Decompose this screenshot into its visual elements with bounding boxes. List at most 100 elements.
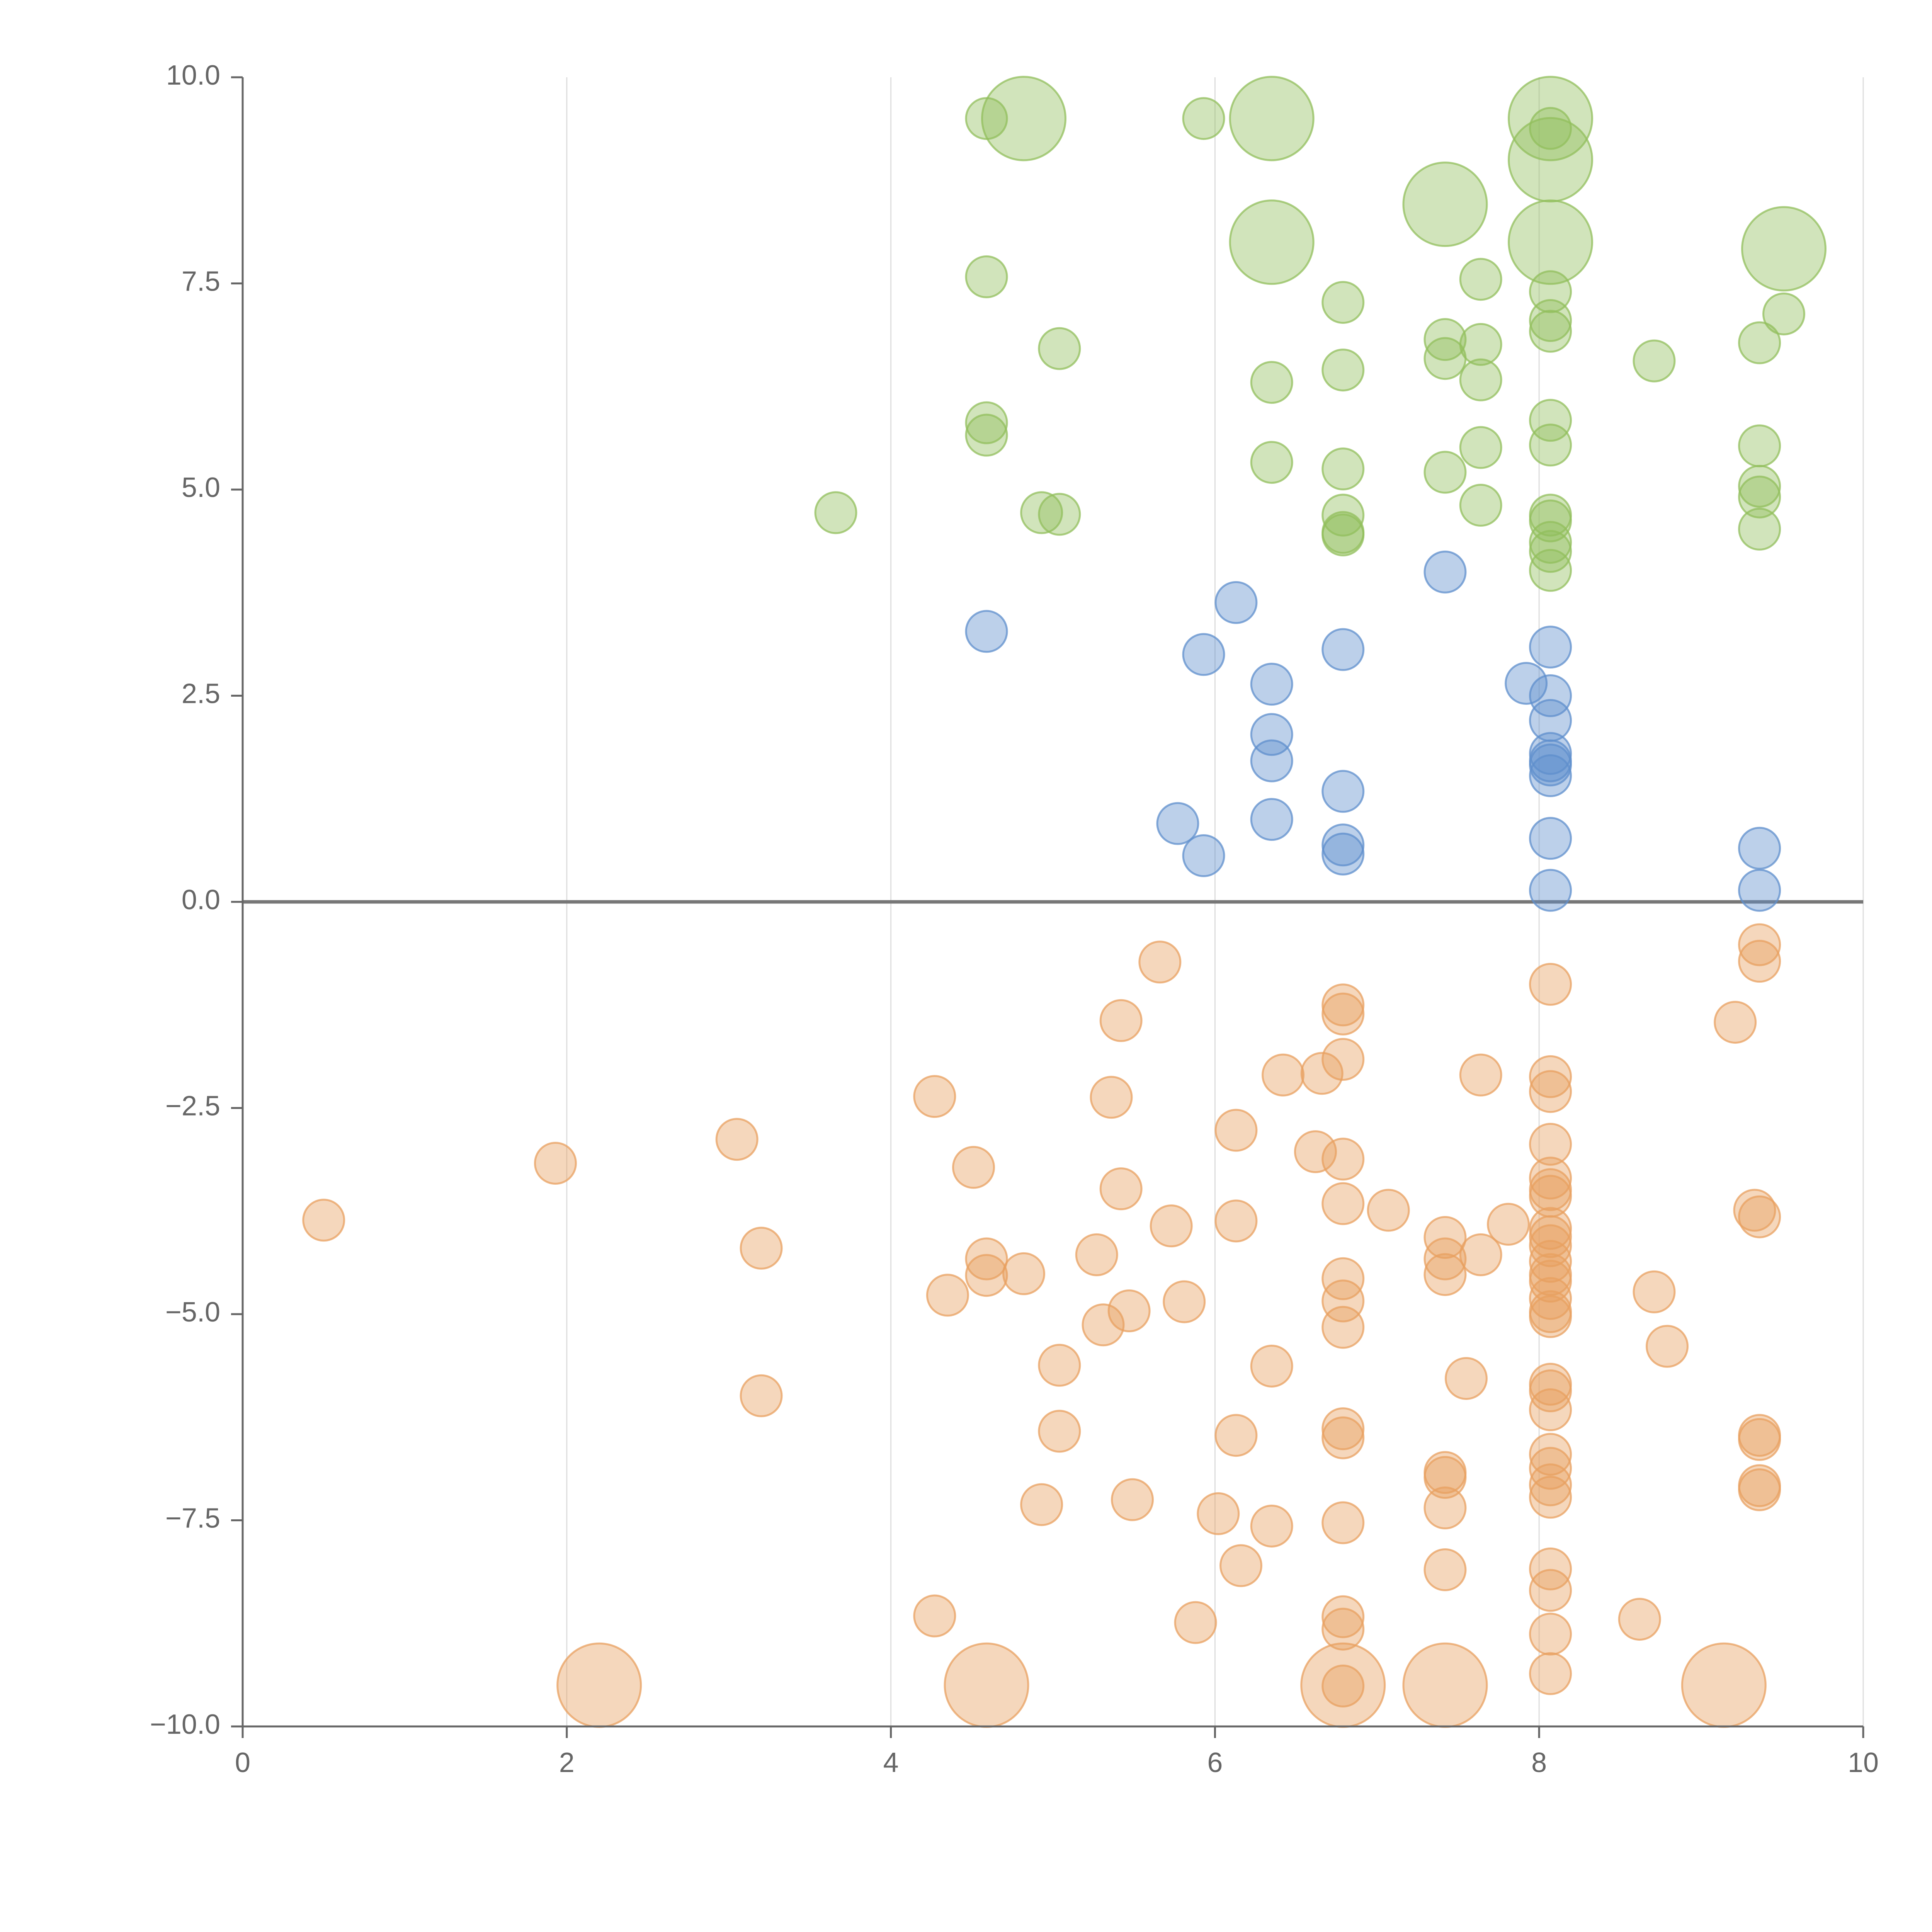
data-point-green: [1738, 464, 1781, 508]
data-point-blue: [1321, 832, 1365, 876]
data-point-orange: [1714, 1001, 1757, 1044]
data-point-orange: [1219, 1544, 1263, 1587]
data-point-orange: [1444, 1357, 1488, 1400]
data-point-blue: [1321, 770, 1365, 813]
data-point-orange: [302, 1199, 345, 1242]
data-point-orange: [1529, 963, 1572, 1006]
data-point-orange: [1090, 1076, 1133, 1119]
data-point-orange: [1294, 1130, 1337, 1173]
data-point-orange: [1529, 1433, 1572, 1476]
data-point-blue: [965, 610, 1008, 653]
data-point-blue: [1250, 713, 1293, 756]
data-point-blue: [1529, 743, 1572, 787]
data-point-green: [1529, 107, 1572, 150]
data-point-orange: [1738, 1418, 1781, 1461]
data-point-orange: [1529, 1295, 1572, 1338]
data-point-orange: [913, 1594, 956, 1638]
data-point-orange: [715, 1118, 759, 1161]
data-point-orange: [1163, 1280, 1206, 1323]
data-point-orange: [1250, 1344, 1293, 1388]
data-point-orange: [1321, 983, 1365, 1027]
data-point-orange: [1321, 1138, 1365, 1181]
large-point-green: [1508, 199, 1594, 285]
data-point-blue: [1738, 869, 1781, 912]
data-point-green: [1529, 530, 1572, 573]
large-point-green: [1229, 199, 1315, 285]
data-point-green: [1738, 475, 1781, 519]
data-point-orange: [740, 1226, 783, 1270]
data-point-green: [1321, 281, 1365, 324]
data-point-orange: [1002, 1252, 1046, 1295]
data-point-blue: [1738, 827, 1781, 870]
data-point-orange: [1214, 1414, 1258, 1457]
data-point-orange: [1197, 1492, 1240, 1535]
large-point-orange: [1402, 1642, 1488, 1728]
data-point-green: [1182, 97, 1225, 140]
data-point-orange: [926, 1274, 969, 1317]
data-point-orange: [1423, 1237, 1467, 1281]
data-point-orange: [1529, 1652, 1572, 1695]
data-point-blue: [1423, 550, 1467, 594]
data-point-orange: [1075, 1233, 1118, 1276]
data-point-orange: [1618, 1598, 1661, 1641]
data-point-orange: [1423, 1253, 1467, 1296]
data-point-orange: [1529, 1369, 1572, 1412]
data-point-orange: [1321, 1306, 1365, 1349]
y-tick-label: 10.0: [166, 60, 220, 91]
data-point-orange: [1423, 1548, 1467, 1592]
data-point-blue: [1182, 834, 1225, 877]
data-point-orange: [1038, 1344, 1081, 1387]
data-point-green: [814, 491, 857, 534]
data-point-orange: [1214, 1199, 1258, 1243]
data-point-green: [1423, 318, 1467, 361]
data-point-green: [1529, 423, 1572, 467]
data-point-orange: [965, 1254, 1008, 1297]
data-point-green: [1738, 424, 1781, 468]
data-point-green: [1459, 258, 1502, 301]
data-point-orange: [1321, 1038, 1365, 1081]
data-point-orange: [1107, 1289, 1151, 1332]
data-point-green: [1250, 441, 1293, 484]
data-point-orange: [1321, 1664, 1365, 1708]
data-point-green: [1459, 323, 1502, 366]
data-point-orange: [1250, 1504, 1293, 1548]
data-point-green: [965, 255, 1008, 298]
marker-layer: [302, 76, 1827, 1728]
data-point-green: [1459, 484, 1502, 527]
data-point-green: [1762, 292, 1805, 335]
data-point-orange: [913, 1075, 956, 1118]
data-point-orange: [1738, 1468, 1781, 1512]
data-point-orange: [1529, 1055, 1572, 1098]
data-point-orange: [1038, 1410, 1081, 1453]
data-point-blue: [1529, 674, 1572, 717]
data-point-blue: [1250, 798, 1293, 841]
data-point-orange: [1150, 1204, 1193, 1248]
data-point-orange: [1321, 992, 1365, 1036]
data-point-orange: [1423, 1486, 1467, 1529]
x-tick-label: 10: [1848, 1747, 1879, 1778]
data-point-orange: [1738, 940, 1781, 983]
y-tick-label: 5.0: [182, 472, 220, 503]
data-point-blue: [1250, 663, 1293, 706]
y-tick-label: 7.5: [182, 266, 220, 297]
large-point-green: [1402, 162, 1488, 247]
data-point-orange: [1321, 1501, 1365, 1544]
data-point-orange: [1321, 1279, 1365, 1323]
data-point-green: [1529, 299, 1572, 342]
x-tick-label: 6: [1207, 1747, 1223, 1778]
data-point-green: [1529, 310, 1572, 353]
data-point-green: [1020, 491, 1063, 534]
data-point-orange: [1529, 1156, 1572, 1200]
y-tick-label: 2.5: [182, 679, 220, 709]
data-point-blue: [1214, 581, 1258, 624]
data-point-orange: [1262, 1053, 1305, 1097]
data-point-orange: [1020, 1483, 1063, 1526]
x-tick-label: 2: [559, 1747, 575, 1778]
data-point-green: [1038, 493, 1081, 536]
data-point-green: [1738, 507, 1781, 551]
data-point-orange: [1321, 1607, 1365, 1651]
data-point-blue: [1182, 633, 1225, 676]
data-point-orange: [1321, 1416, 1365, 1459]
data-point-orange: [1738, 1195, 1781, 1238]
